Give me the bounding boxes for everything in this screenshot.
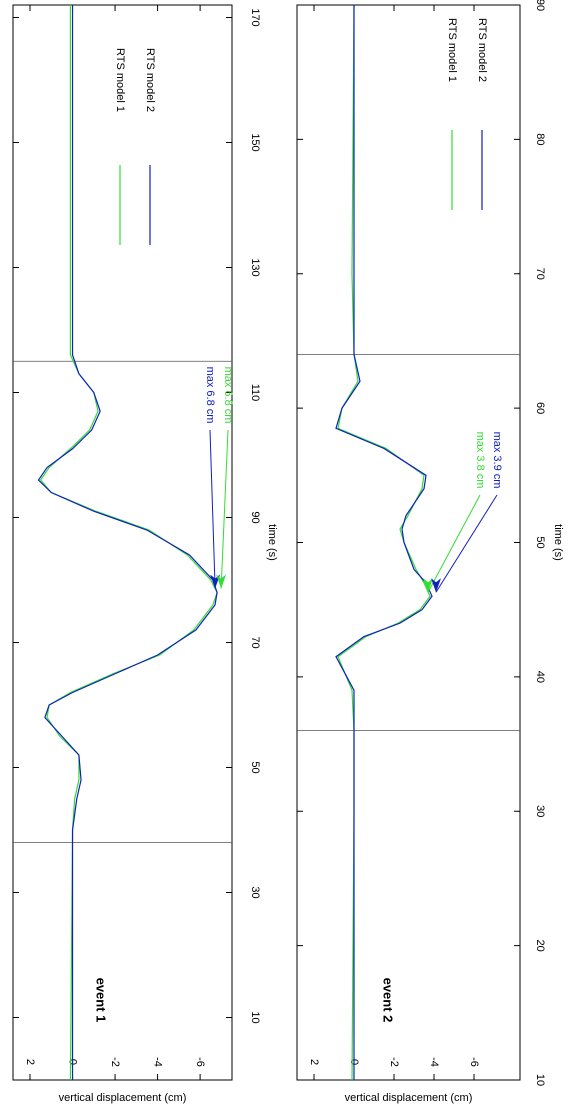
arrow-head [216,574,227,589]
x-tick-label: 170 [249,8,261,26]
legend-label: RTS model 1 [446,18,458,82]
x-tick-label: 70 [249,636,261,648]
x-tick-label: 10 [249,1011,261,1023]
x-tick-label: 50 [249,761,261,773]
x-tick-label: 50 [534,536,546,548]
x-tick-label: 30 [249,886,261,898]
annotation: max 6.8 cm [222,367,234,424]
x-tick-label: 60 [534,402,546,414]
series-line [335,5,433,1080]
x-tick-label: 20 [534,940,546,952]
x-tick-label: 70 [534,268,546,280]
y-tick-label: -6 [468,1057,480,1067]
x-tick-label: 130 [249,258,261,276]
legend-label: RTS model 2 [144,48,156,112]
annotation-arrow [209,429,216,589]
event-label: event 2 [381,978,396,1023]
x-tick-label: 30 [534,805,546,817]
annotation-arrow [427,494,481,593]
y-axis-label: vertical displacement (cm) [345,1092,473,1104]
annotation-arrow [220,429,229,589]
arrow-head [423,578,433,593]
legend-label: RTS model 2 [476,18,488,82]
annotation: max 6.8 cm [204,367,216,424]
annotation: max 3.9 cm [491,432,503,489]
plot-frame [296,4,521,1081]
x-tick-label: 150 [249,133,261,151]
x-tick-label: 90 [249,511,261,523]
series-line [39,5,218,1081]
series-line [37,5,218,1080]
plot-frame [12,4,233,1081]
x-tick-label: 10 [534,1074,546,1086]
arrow-head [431,578,441,593]
x-axis-label: time (s) [266,524,278,561]
legend-label: RTS model 1 [114,48,126,112]
y-tick-label: 2 [24,1059,36,1065]
y-tick-label: -4 [152,1057,164,1067]
annotation-arrow [435,494,498,593]
y-tick-label: -2 [388,1057,400,1067]
x-tick-label: 40 [534,671,546,683]
y-tick-label: -6 [194,1057,206,1067]
series-line [337,4,431,1081]
y-tick-label: -2 [109,1057,121,1067]
y-axis-label: vertical displacement (cm) [59,1092,187,1104]
y-tick-label: 2 [308,1059,320,1065]
x-tick-label: 110 [249,384,261,402]
annotation: max 3.8 cm [474,432,486,489]
event-label: event 1 [94,978,109,1023]
x-axis-label: time (s) [552,524,564,561]
x-tick-label: 80 [534,133,546,145]
y-tick-label: -4 [428,1057,440,1067]
x-tick-label: 90 [534,0,546,11]
